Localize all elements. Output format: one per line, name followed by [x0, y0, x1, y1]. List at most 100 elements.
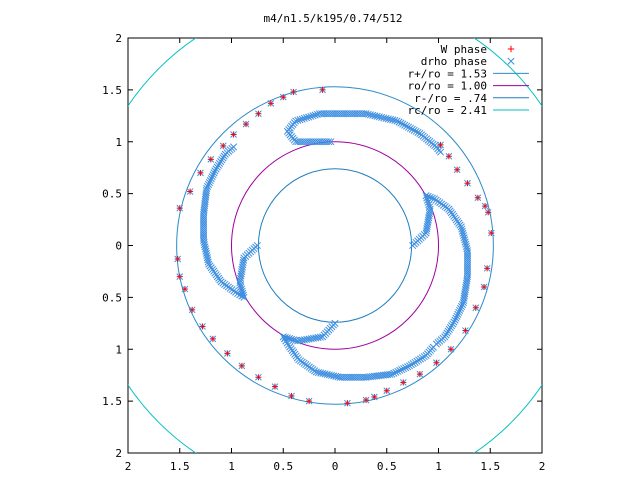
data-point — [294, 138, 302, 146]
data-point — [481, 284, 488, 290]
data-point — [437, 141, 444, 148]
data-point — [462, 242, 470, 250]
data-point-stroke — [425, 203, 434, 211]
data-point — [454, 310, 462, 318]
data-point — [242, 121, 249, 128]
data-point-stroke — [425, 212, 433, 220]
y-tick-label: 1 — [115, 136, 122, 149]
data-point — [445, 153, 452, 160]
data-point — [204, 258, 212, 266]
data-point-stroke — [371, 112, 379, 120]
data-point — [296, 116, 304, 124]
y-tick-label: 1.5 — [102, 84, 122, 97]
data-point-stroke — [461, 288, 469, 296]
data-point-stroke — [319, 369, 327, 378]
data-point-stroke — [202, 187, 210, 195]
data-point-stroke — [332, 372, 340, 380]
data-point — [386, 370, 394, 378]
data-point-stroke — [240, 293, 248, 301]
data-point — [290, 88, 297, 95]
data-point-stroke — [397, 119, 405, 127]
data-point — [238, 292, 246, 300]
data-point-stroke — [366, 111, 375, 119]
data-point-stroke — [205, 179, 213, 187]
data-point-stroke — [205, 260, 213, 268]
reference-circle — [231, 141, 439, 350]
data-point-stroke — [460, 296, 468, 304]
data-point-stroke — [309, 334, 318, 342]
data-point-stroke — [461, 238, 469, 246]
data-point-stroke — [425, 209, 434, 218]
data-point-stroke — [204, 182, 212, 191]
y-tick-label: 0.5 — [102, 188, 122, 201]
data-point — [204, 256, 212, 264]
data-point-stroke — [461, 236, 469, 244]
data-point — [459, 231, 468, 240]
chart-title: m4/n1.5/k195/0.74/512 — [263, 12, 402, 25]
data-point-stroke — [204, 256, 212, 264]
data-point — [373, 112, 381, 120]
data-point — [452, 314, 460, 322]
data-point — [202, 247, 210, 255]
data-point-stroke — [237, 270, 245, 278]
x-tick-label: 1 — [435, 460, 442, 473]
data-point — [307, 112, 315, 120]
data-point — [197, 169, 204, 176]
data-point-stroke — [426, 193, 434, 201]
data-point-stroke — [404, 123, 413, 131]
data-point — [327, 371, 336, 379]
data-point-stroke — [239, 258, 247, 267]
data-point-stroke — [461, 290, 469, 298]
data-point-stroke — [203, 254, 211, 262]
data-point — [400, 365, 408, 373]
reference-circle — [176, 86, 494, 405]
data-point — [344, 400, 351, 407]
data-point — [389, 116, 397, 124]
data-point-stroke — [394, 367, 402, 375]
data-point — [204, 182, 212, 191]
data-point-stroke — [457, 223, 465, 231]
data-point — [507, 45, 515, 53]
data-point — [455, 308, 463, 316]
data-point-stroke — [314, 334, 322, 342]
data-point — [406, 124, 414, 132]
data-point — [200, 241, 209, 249]
y-tick-label: 2 — [115, 32, 122, 45]
data-point-stroke — [389, 116, 397, 124]
data-point — [300, 114, 308, 122]
data-point-stroke — [364, 110, 372, 118]
data-point — [362, 110, 370, 118]
reference-circles — [128, 38, 542, 453]
data-point-stroke — [282, 337, 290, 345]
data-point — [408, 125, 416, 133]
data-point-stroke — [325, 371, 333, 379]
data-point-stroke — [305, 335, 313, 343]
x-tick-label: 0.5 — [273, 460, 293, 473]
data-point-stroke — [412, 127, 420, 135]
data-point-stroke — [423, 222, 431, 231]
data-point — [202, 187, 210, 195]
data-point — [314, 368, 323, 377]
data-point-stroke — [462, 242, 470, 250]
data-point — [202, 249, 210, 257]
legend-label: r+/ro = 1.53 — [408, 67, 487, 80]
data-point-stroke — [402, 364, 410, 372]
x-tick-label: 1 — [228, 460, 235, 473]
data-point — [422, 192, 430, 200]
data-point-stroke — [425, 201, 433, 209]
data-point — [366, 111, 375, 119]
data-point-stroke — [292, 336, 300, 344]
data-point-stroke — [382, 114, 390, 122]
data-point-stroke — [302, 114, 311, 122]
data-point — [306, 398, 313, 405]
data-point — [210, 169, 218, 177]
data-point — [236, 279, 244, 287]
data-point-stroke — [403, 122, 411, 130]
data-point-stroke — [239, 256, 248, 264]
data-point — [292, 336, 300, 344]
data-point-stroke — [294, 138, 302, 146]
data-point-stroke — [457, 304, 465, 312]
data-point-stroke — [236, 279, 244, 287]
